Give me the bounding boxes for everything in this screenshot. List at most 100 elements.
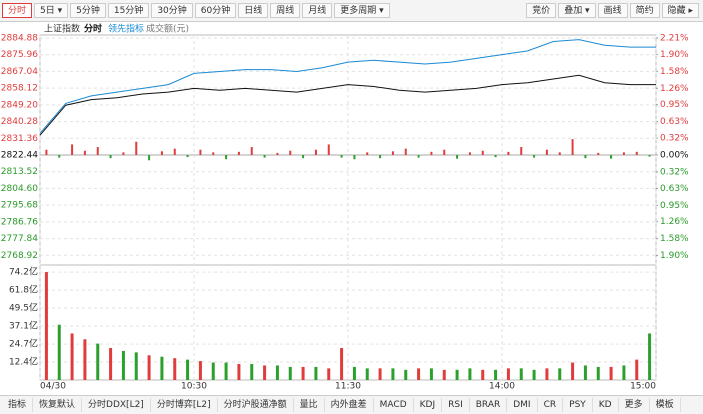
lead-bar: [327, 144, 330, 155]
y2-tick-label: 0.32%: [660, 134, 689, 144]
lead-bar: [96, 147, 99, 155]
lead-bar: [622, 152, 625, 155]
lead-bar: [545, 149, 548, 155]
y-tick-label: 2813.52: [1, 167, 38, 177]
volume-bar: [622, 365, 626, 380]
volume-tick-label: 37.1亿: [9, 320, 38, 332]
period-button[interactable]: 月线: [302, 3, 333, 18]
volume-bar: [109, 348, 113, 380]
period-button[interactable]: 60分钟: [194, 3, 237, 18]
indicator-tab[interactable]: 内外盘差: [325, 398, 374, 412]
lead-bar: [276, 152, 279, 155]
lead-bar: [417, 155, 420, 158]
price-line: [39, 39, 656, 134]
chart-title: 上证指数: [44, 23, 80, 35]
y-tick-label: 2875.96: [1, 50, 38, 60]
volume-bar: [250, 364, 254, 380]
lead-bar: [404, 148, 407, 155]
indicator-tab[interactable]: 恢复默认: [33, 398, 83, 412]
volume-tick-label: 74.2亿: [9, 266, 38, 278]
indicator-tab[interactable]: KD: [593, 398, 619, 412]
volume-bar: [583, 365, 587, 380]
period-button[interactable]: 更多周期 ▾: [334, 3, 390, 18]
toolbar: 分时 5日 ▾ 5分钟 15分钟 30分钟 60分钟 日线 周线 月线 更多周期 ▾ 竞价 叠加 ▾ 画…: [0, 0, 703, 22]
indicator-tab[interactable]: 分时博弈[L2]: [151, 398, 218, 412]
lead-bar: [212, 152, 215, 155]
volume-tick-label: 49.5亿: [9, 302, 38, 314]
indicator-tab[interactable]: 指标: [2, 398, 34, 412]
legend-entry: 分时: [84, 23, 102, 35]
indicator-tab[interactable]: CR: [538, 398, 564, 412]
lead-bar: [289, 150, 292, 155]
y2-tick-label: 1.90%: [660, 251, 689, 261]
indicator-tab[interactable]: 量比: [294, 398, 325, 412]
tool-button[interactable]: 叠加 ▾: [558, 3, 596, 18]
volume-bar: [442, 369, 446, 380]
indicator-tab[interactable]: RSI: [442, 398, 470, 412]
indicator-tab[interactable]: MACD: [374, 398, 414, 412]
lead-bar: [481, 150, 484, 155]
indicator-tab[interactable]: KDJ: [414, 398, 443, 412]
chart: 上证指数 分时 领先指标 成交额(元) 2884.88 2875.96 2867.04 285…: [1, 23, 689, 392]
volume-title: 成交额(元): [146, 23, 189, 35]
lead-bar: [648, 155, 651, 157]
volume-bar: [70, 333, 74, 380]
lead-bar: [135, 141, 138, 155]
volume-bar: [147, 355, 151, 380]
indicator-tab[interactable]: DMI: [507, 398, 538, 412]
period-button[interactable]: 分时: [2, 3, 33, 18]
y-tick-label: 2831.36: [1, 134, 38, 144]
tool-button[interactable]: 画线: [597, 3, 628, 18]
lead-bar: [635, 151, 638, 155]
volume-bar: [596, 366, 600, 380]
lead-bar: [199, 149, 202, 155]
indicator-tab[interactable]: 模板: [650, 398, 681, 412]
period-button[interactable]: 15分钟: [107, 3, 150, 18]
volume-bar: [198, 361, 202, 380]
lead-bar: [443, 149, 446, 155]
volume-bar: [571, 362, 575, 380]
y-tick-label: 2840.28: [1, 117, 38, 127]
period-button[interactable]: 30分钟: [151, 3, 193, 18]
volume-bar: [648, 333, 652, 380]
indicator-tab[interactable]: 分时沪股通净额: [218, 398, 294, 412]
volume-bar: [545, 368, 549, 380]
period-button[interactable]: 日线: [238, 3, 269, 18]
period-button[interactable]: 周线: [270, 3, 301, 18]
y2-tick-label: 1.26%: [660, 217, 689, 227]
y-tick-label: 2795.68: [1, 201, 38, 211]
tool-button[interactable]: 简约: [629, 3, 660, 18]
lead-bar: [430, 151, 433, 155]
volume-bar: [83, 339, 87, 380]
lead-bar: [520, 147, 523, 155]
volume-bar: [224, 362, 228, 380]
lead-bar: [173, 148, 176, 155]
period-button[interactable]: 5分钟: [70, 3, 106, 18]
y-tick-label: 2777.84: [1, 234, 38, 244]
volume-bar: [237, 364, 241, 380]
y2-tick-label: 0.63%: [660, 184, 689, 194]
lead-bar: [584, 155, 587, 159]
volume-bar: [134, 352, 138, 380]
indicator-tab[interactable]: 更多: [619, 398, 650, 412]
indicator-tab[interactable]: PSY: [563, 398, 593, 412]
lead-bar: [58, 155, 61, 158]
volume-bar: [494, 369, 498, 380]
volume-bar: [160, 356, 164, 380]
indicator-tab[interactable]: 分时DDX[L2]: [82, 398, 151, 412]
volume-bar: [340, 348, 344, 380]
lead-bar: [610, 155, 613, 159]
x-tick-label: 14:00: [489, 382, 515, 392]
legend-entry: 领先指标: [108, 23, 144, 35]
lead-bar: [456, 155, 459, 159]
indicator-tab[interactable]: BRAR: [470, 398, 508, 412]
lead-bar: [122, 152, 125, 155]
lead-bar: [109, 155, 112, 159]
tool-button[interactable]: 隐藏 ▸: [661, 3, 699, 18]
volume-bar: [96, 343, 100, 380]
period-button[interactable]: 5日 ▾: [34, 3, 69, 18]
tool-button[interactable]: 竞价: [526, 3, 557, 18]
volume-bar: [57, 324, 61, 380]
tool-buttons: 竞价 叠加 ▾ 画线 简约 隐藏 ▸: [526, 3, 701, 18]
